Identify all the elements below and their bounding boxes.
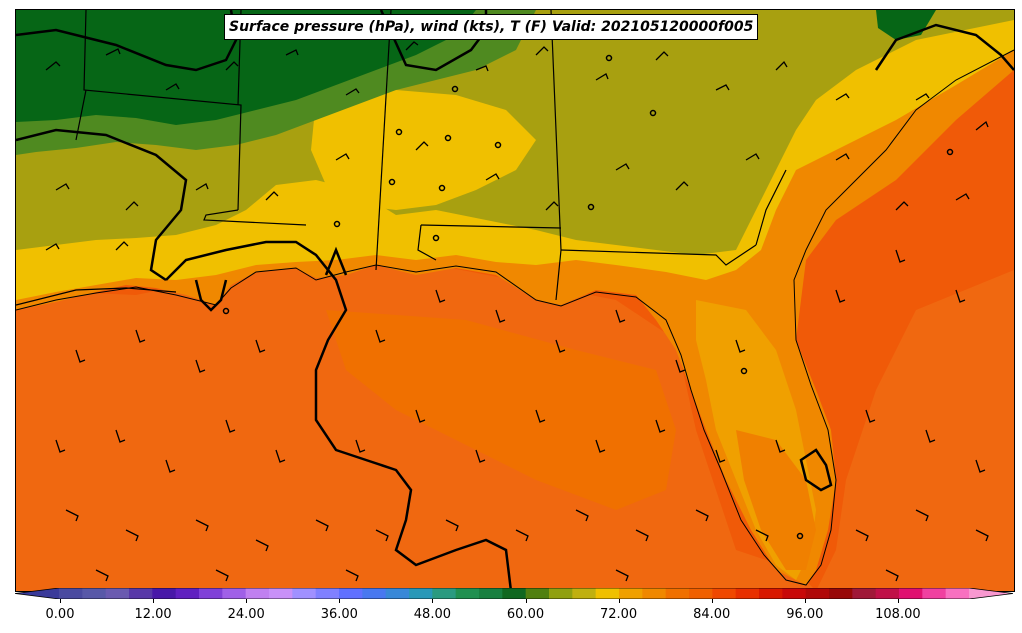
colorbar-segment — [689, 588, 713, 599]
colorbar-segment — [362, 588, 387, 599]
colorbar-segment — [829, 588, 853, 599]
land-darkgreen-ne — [876, 10, 936, 40]
colorbar-tick-label: 0.00 — [45, 607, 75, 622]
colorbar-tick-mark — [339, 599, 341, 603]
colorbar-tick-mark — [804, 599, 806, 603]
colorbar-segment — [922, 588, 947, 599]
colorbar-segment — [595, 588, 620, 599]
colorbar-segment — [129, 588, 153, 599]
colorbar-tick-mark — [153, 599, 155, 603]
colorbar-tick-mark — [618, 599, 620, 603]
isobars — [16, 10, 1014, 591]
colorbar-tick-label: 96.00 — [786, 607, 824, 622]
colorbar-segment — [479, 588, 503, 599]
colorbar-tick-label: 12.00 — [134, 607, 172, 622]
colorbar-segment — [222, 588, 247, 599]
colorbar-tick-label: 84.00 — [693, 607, 731, 622]
colorbar-segment — [105, 588, 130, 599]
colorbar-segment — [315, 588, 340, 599]
colorbar-tick-mark — [525, 599, 527, 603]
colorbar-tick-mark — [711, 599, 713, 603]
colorbar-segment — [899, 588, 923, 599]
temperature-map — [16, 10, 1014, 591]
colorbar-tick-label: 24.00 — [227, 607, 265, 622]
colorbar-tick-mark — [897, 599, 899, 603]
colorbar-segment — [712, 588, 737, 599]
colorbar-tick-label: 108.00 — [875, 607, 921, 622]
colorbar-segment — [945, 588, 970, 599]
colorbar-segment — [619, 588, 643, 599]
colorbar-extend-high — [969, 588, 1013, 599]
colorbar-tick-mark — [246, 599, 248, 603]
colorbar-tick-label: 60.00 — [506, 607, 545, 622]
colorbar-segment — [455, 588, 480, 599]
colorbar-segment — [292, 588, 317, 599]
land-yellow-patch — [311, 90, 536, 210]
offshore-band — [326, 310, 676, 510]
colorbar-segment — [385, 588, 410, 599]
colorbar-segment — [805, 588, 830, 599]
colorbar-segment — [525, 588, 550, 599]
colorbar-segment — [782, 588, 807, 599]
colorbar-segment — [175, 588, 200, 599]
colorbar-segment — [269, 588, 293, 599]
colorbar-segment — [199, 588, 223, 599]
colorbar-segment — [852, 588, 877, 599]
colorbar — [15, 588, 1013, 599]
calm-wind-markers — [222, 54, 954, 540]
colorbar-segment — [572, 588, 597, 599]
colorbar-tick-label: 48.00 — [413, 607, 451, 622]
colorbar-segment — [432, 588, 457, 599]
colorbar-segment — [409, 588, 433, 599]
colorbar-tick-label: 72.00 — [599, 607, 638, 622]
colorbar-segment — [735, 588, 760, 599]
colorbar-segment — [245, 588, 270, 599]
map-title: Surface pressure (hPa), wind (kts), T (F… — [224, 14, 759, 40]
colorbar-segment — [875, 588, 900, 599]
wind-barbs — [45, 41, 989, 582]
colorbar-segment — [502, 588, 527, 599]
colorbar-tick-mark — [60, 599, 61, 603]
colorbar-segment — [59, 588, 83, 599]
colorbar-segment — [339, 588, 363, 599]
colorbar-segment — [82, 588, 107, 599]
colorbar-segment — [549, 588, 573, 599]
colorbar-segment — [152, 588, 177, 599]
colorbar-segment — [665, 588, 690, 599]
colorbar-tick-label: 36.00 — [320, 607, 358, 622]
colorbar-segment — [759, 588, 783, 599]
colorbar-extend-low — [15, 588, 59, 599]
coastline — [16, 49, 1014, 586]
colorbar-segment — [642, 588, 667, 599]
colorbar-tick-mark — [432, 599, 434, 603]
map-panel — [15, 9, 1015, 592]
florida-orange — [736, 430, 816, 570]
